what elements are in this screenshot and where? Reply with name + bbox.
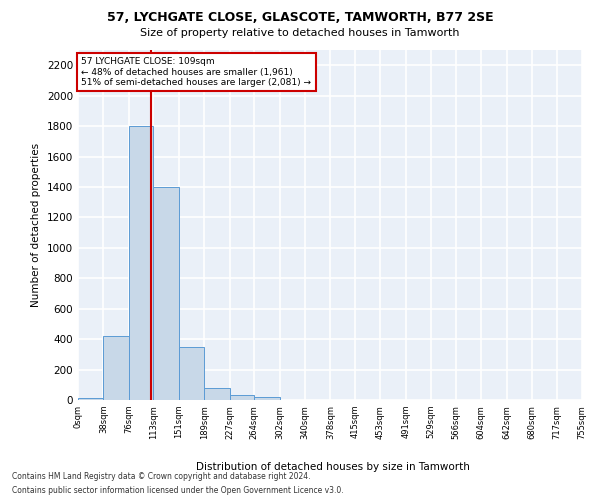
Bar bbox=[103, 336, 129, 400]
Text: Distribution of detached houses by size in Tamworth: Distribution of detached houses by size … bbox=[196, 462, 470, 472]
Text: 57 LYCHGATE CLOSE: 109sqm
← 48% of detached houses are smaller (1,961)
51% of se: 57 LYCHGATE CLOSE: 109sqm ← 48% of detac… bbox=[82, 57, 311, 87]
Bar bbox=[78, 398, 103, 400]
Text: Contains public sector information licensed under the Open Government Licence v3: Contains public sector information licen… bbox=[12, 486, 344, 495]
Bar bbox=[254, 397, 280, 400]
Bar bbox=[154, 187, 179, 400]
Text: Size of property relative to detached houses in Tamworth: Size of property relative to detached ho… bbox=[140, 28, 460, 38]
Bar bbox=[129, 126, 154, 400]
Bar bbox=[179, 346, 204, 400]
Bar bbox=[204, 388, 230, 400]
Text: Contains HM Land Registry data © Crown copyright and database right 2024.: Contains HM Land Registry data © Crown c… bbox=[12, 472, 311, 481]
Text: 57, LYCHGATE CLOSE, GLASCOTE, TAMWORTH, B77 2SE: 57, LYCHGATE CLOSE, GLASCOTE, TAMWORTH, … bbox=[107, 11, 493, 24]
Bar bbox=[230, 396, 254, 400]
Y-axis label: Number of detached properties: Number of detached properties bbox=[31, 143, 41, 307]
